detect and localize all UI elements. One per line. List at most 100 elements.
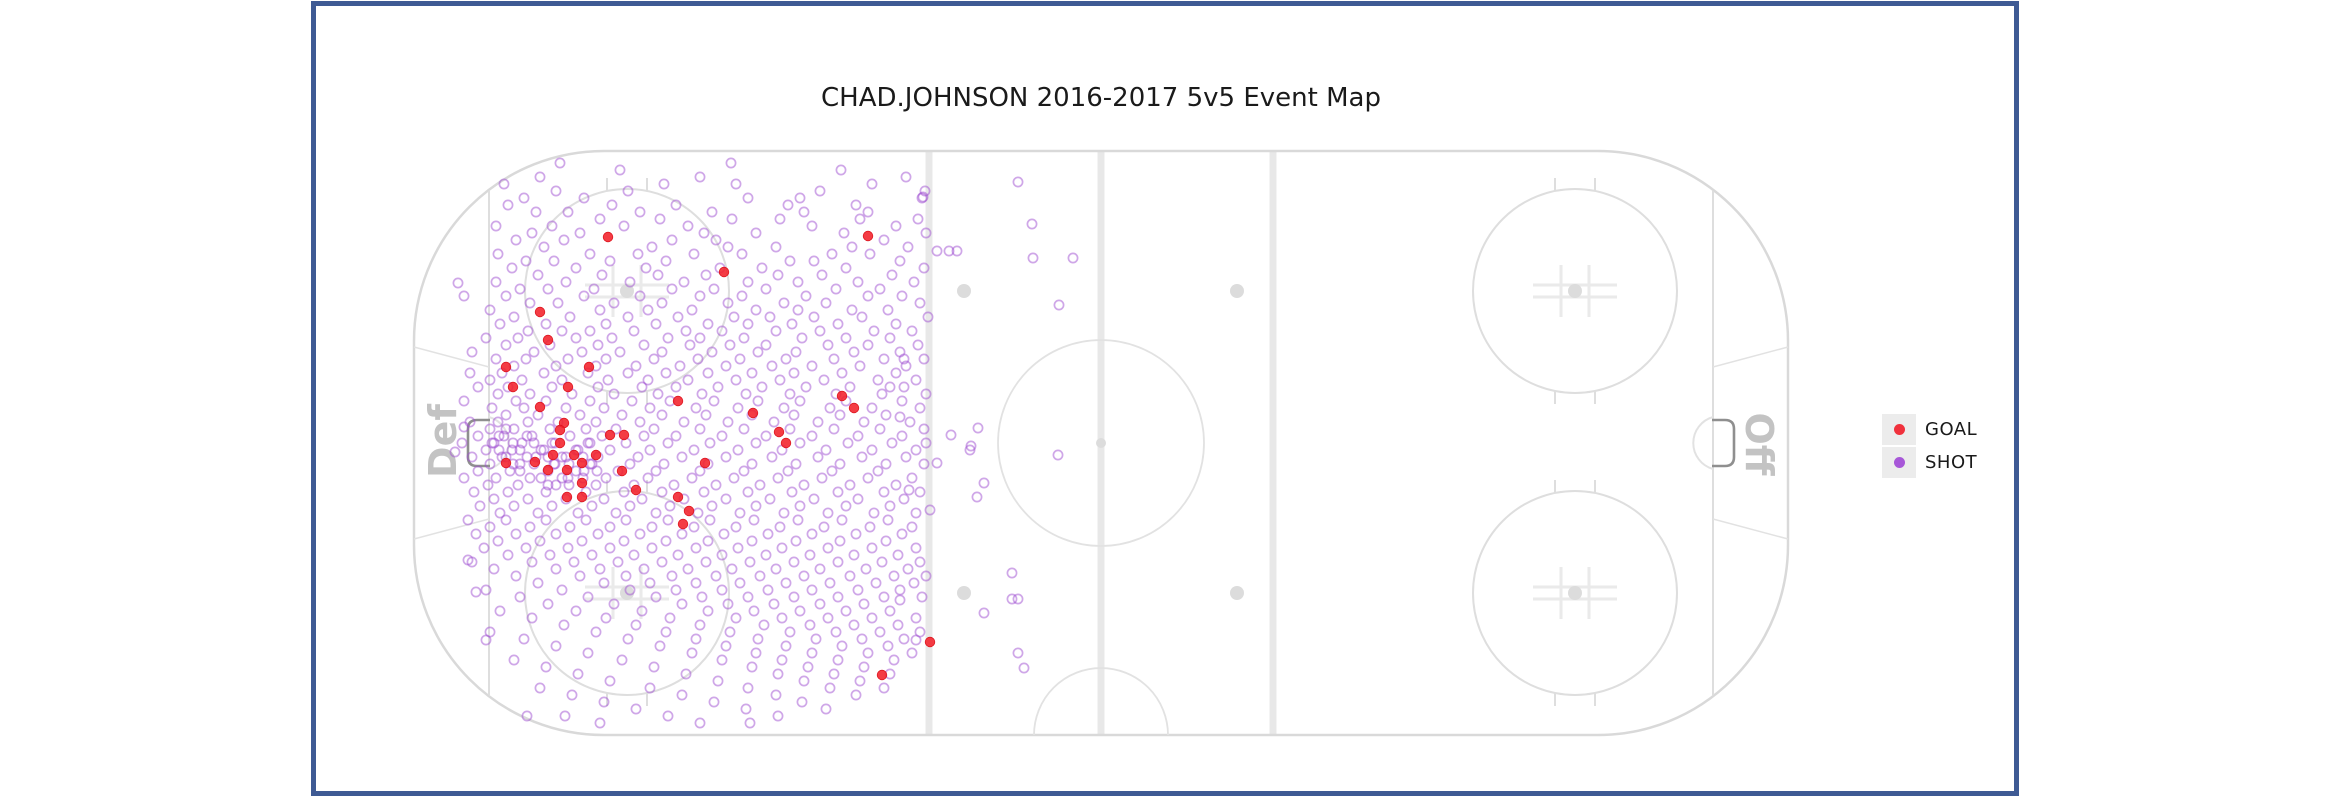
shot-point: [1026, 218, 1038, 230]
shot-point: [726, 213, 738, 225]
shot-point: [902, 241, 914, 253]
shot-point: [835, 164, 847, 176]
shot-point: [910, 542, 922, 554]
shot-point: [598, 577, 610, 589]
shot-point: [852, 493, 864, 505]
shot-point: [826, 465, 838, 477]
shot-point: [662, 437, 674, 449]
shot-point: [670, 381, 682, 393]
referee-crease: [1033, 667, 1169, 736]
shot-point: [720, 451, 732, 463]
shot-point: [500, 423, 512, 435]
shot-point: [754, 570, 766, 582]
shot-point: [822, 542, 834, 554]
goal-point: [924, 636, 936, 648]
shot-point: [758, 619, 770, 631]
shot-point: [896, 290, 908, 302]
goal-point: [534, 401, 546, 413]
shot-point: [694, 465, 706, 477]
shot-point: [718, 528, 730, 540]
shot-point: [466, 556, 478, 568]
shot-point: [1027, 252, 1039, 264]
shot-point: [692, 353, 704, 365]
shot-point: [878, 682, 890, 694]
shot-point: [806, 220, 818, 232]
goal-point: [677, 518, 689, 530]
shot-point: [662, 332, 674, 344]
shot-point: [836, 514, 848, 526]
shot-point: [488, 437, 500, 449]
shot-point: [832, 591, 844, 603]
shot-point: [674, 360, 686, 372]
shot-point: [524, 521, 536, 533]
shot-point: [670, 199, 682, 211]
shot-point: [542, 283, 554, 295]
shot-point: [824, 682, 836, 694]
shot-point: [690, 542, 702, 554]
shot-point: [682, 374, 694, 386]
shot-point: [521, 430, 533, 442]
shot-point: [814, 563, 826, 575]
shot-point: [894, 346, 906, 358]
shot-point: [746, 661, 758, 673]
shot-point: [858, 661, 870, 673]
shot-point: [594, 563, 606, 575]
shot-point: [866, 444, 878, 456]
shot-point: [732, 402, 744, 414]
shot-point: [644, 577, 656, 589]
shot-point: [664, 500, 676, 512]
shot-point: [620, 514, 632, 526]
shot-point: [670, 430, 682, 442]
shot-point: [796, 696, 808, 708]
shot-point: [806, 360, 818, 372]
shot-point: [524, 472, 536, 484]
shot-point: [484, 423, 496, 435]
shot-point: [770, 563, 782, 575]
shot-point: [782, 465, 794, 477]
shot-point: [562, 206, 574, 218]
shot-point: [730, 612, 742, 624]
shot-point: [464, 367, 476, 379]
shot-point: [780, 640, 792, 652]
shot-point: [492, 416, 504, 428]
shot-point: [828, 423, 840, 435]
shot-point: [712, 381, 724, 393]
shot-point: [580, 423, 592, 435]
shot-point: [708, 395, 720, 407]
shot-point: [838, 227, 850, 239]
faceoff-circle: [1472, 490, 1678, 696]
shot-point: [804, 619, 816, 631]
shot-point: [690, 633, 702, 645]
shot-point: [728, 472, 740, 484]
shot-point: [828, 353, 840, 365]
shot-point: [520, 542, 532, 554]
shot-point: [862, 339, 874, 351]
shot-point: [456, 437, 468, 449]
shot-point: [898, 493, 910, 505]
shot-point: [514, 444, 526, 456]
shot-point: [742, 192, 754, 204]
goal-point: [718, 266, 730, 278]
shot-point: [490, 220, 502, 232]
shot-point: [470, 586, 482, 598]
shot-point: [784, 255, 796, 267]
shot-point: [772, 710, 784, 722]
shot-point: [876, 388, 888, 400]
shot-point: [784, 626, 796, 638]
goal-point: [616, 465, 628, 477]
shot-point: [964, 444, 976, 456]
shot-point: [734, 507, 746, 519]
goal-point: [534, 306, 546, 318]
shot-point: [676, 598, 688, 610]
shot-point: [772, 472, 784, 484]
shot-point: [856, 633, 868, 645]
shot-point: [484, 304, 496, 316]
shot-point: [816, 472, 828, 484]
shot-point: [864, 521, 876, 533]
shot-point: [614, 164, 626, 176]
shot-point: [931, 457, 943, 469]
shot-point: [676, 528, 688, 540]
blue-line: [925, 152, 933, 734]
shot-point: [918, 353, 930, 365]
